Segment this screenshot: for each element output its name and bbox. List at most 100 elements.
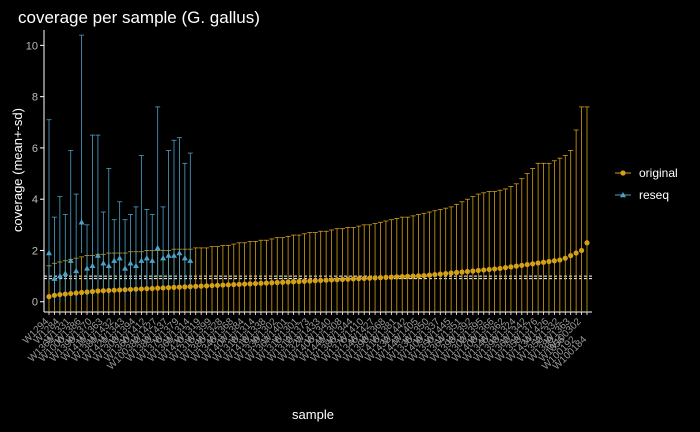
original-point [497,265,503,272]
original-point [280,279,286,285]
original-point [68,290,74,297]
original-point [106,287,112,294]
original-point [312,278,318,284]
original-point [568,253,574,259]
original-point [524,261,530,268]
reseq-point [51,275,58,281]
legend-original-marker [620,170,626,176]
reseq-point [170,252,177,258]
y-tick-label: 10 [26,40,38,52]
original-point [89,288,96,295]
original-point [448,270,454,276]
reseq-point [78,219,85,225]
original-point [426,272,433,278]
original-point [209,282,215,289]
original-point [486,266,492,273]
original-point [296,278,302,285]
original-point [301,278,308,284]
plot-area: 0246810W1294W1361W1284W1000W1331W1399W13… [21,30,592,372]
original-point [443,270,449,277]
original-point [155,285,161,291]
original-point [165,285,172,291]
original-point [160,285,166,291]
reseq-point [116,255,123,261]
original-point [415,273,422,279]
original-point [51,292,58,298]
original-point [345,276,351,282]
original-point [84,289,90,295]
original-point [111,287,117,293]
original-point [79,289,85,296]
original-point [502,265,509,271]
original-point [133,286,139,292]
reseq-point [149,257,156,263]
reseq-point [56,273,63,279]
original-point [508,264,514,270]
reseq-point [100,260,107,266]
original-point [182,284,188,290]
reseq-point [73,267,80,274]
original-point [475,267,481,274]
original-point [193,283,199,289]
original-point [149,285,155,292]
legend-reseq-marker [620,192,626,198]
reseq-point [176,250,183,256]
reseq-point [111,257,118,263]
original-point [350,276,356,282]
reseq-point [154,244,161,251]
original-point [46,294,52,300]
original-point [557,257,563,263]
reseq-point [67,257,74,263]
reseq-point [132,262,139,269]
original-point [95,288,101,294]
y-tick-label: 6 [32,143,38,155]
reseq-point [122,265,129,271]
original-point [459,269,465,275]
original-point [307,278,313,284]
reseq-point [127,260,134,266]
original-point [144,286,150,292]
original-point [203,283,210,289]
legend-original-label: original [639,166,678,180]
y-tick-label: 0 [32,297,38,309]
original-point [100,288,106,294]
original-point [530,261,536,267]
original-point [437,271,443,277]
original-point [372,275,378,281]
original-point [138,286,144,292]
original-point [214,282,221,288]
original-point [383,274,389,280]
original-point [187,284,193,290]
original-point [122,287,128,293]
original-point [318,277,324,284]
reseq-point [138,257,145,263]
y-tick-label: 2 [32,245,38,257]
original-point [562,255,568,261]
original-point [339,276,346,283]
original-point [290,279,297,285]
original-point [432,271,438,278]
original-point [117,287,123,293]
legend-reseq-label: reseq [639,188,669,202]
original-point [367,275,373,281]
original-point [73,290,79,296]
original-point [258,280,264,286]
original-point [328,277,335,283]
x-axis-title: sample [292,407,334,422]
original-point [410,273,416,279]
reseq-point [89,262,96,269]
original-point [535,260,541,266]
original-point [236,281,242,287]
y-tick-label: 4 [32,194,38,206]
original-point [231,281,237,288]
reseq-point [94,252,101,258]
original-point [394,274,400,280]
original-point [62,291,68,297]
original-point [263,280,269,286]
original-point [274,279,280,286]
original-point [519,262,525,268]
y-axis-title: coverage (mean+-sd) [10,108,25,232]
original-point [578,247,585,254]
y-tick-label: 8 [32,92,38,104]
